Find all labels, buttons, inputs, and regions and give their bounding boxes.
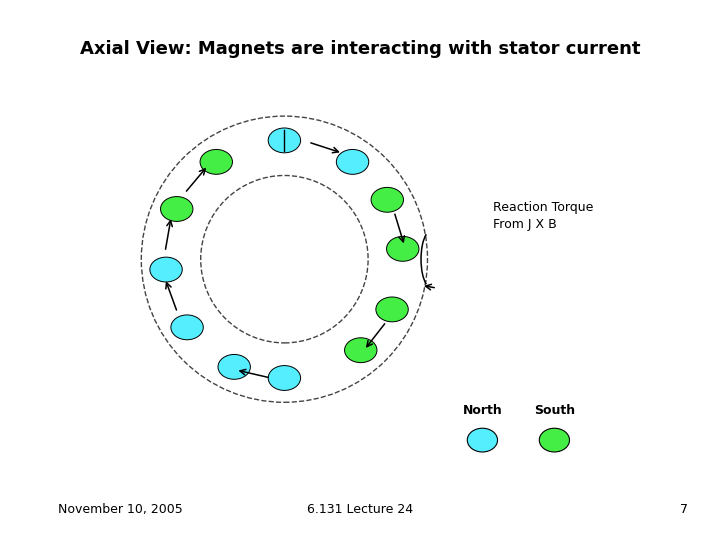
Ellipse shape — [371, 187, 403, 212]
Text: Reaction Torque
From J X B: Reaction Torque From J X B — [493, 201, 593, 231]
Ellipse shape — [269, 366, 301, 390]
Ellipse shape — [150, 257, 182, 282]
Text: November 10, 2005: November 10, 2005 — [58, 503, 182, 516]
Ellipse shape — [467, 428, 498, 452]
Ellipse shape — [539, 428, 570, 452]
Ellipse shape — [218, 354, 251, 379]
Ellipse shape — [345, 338, 377, 363]
Ellipse shape — [376, 297, 408, 322]
Text: 7: 7 — [680, 503, 688, 516]
Ellipse shape — [161, 197, 193, 221]
Text: Axial View: Magnets are interacting with stator current: Axial View: Magnets are interacting with… — [80, 40, 640, 58]
Ellipse shape — [200, 150, 233, 174]
Ellipse shape — [336, 150, 369, 174]
Text: South: South — [534, 404, 575, 417]
Text: 6.131 Lecture 24: 6.131 Lecture 24 — [307, 503, 413, 516]
Text: North: North — [462, 404, 503, 417]
Ellipse shape — [387, 237, 419, 261]
Ellipse shape — [269, 128, 301, 153]
Ellipse shape — [171, 315, 203, 340]
